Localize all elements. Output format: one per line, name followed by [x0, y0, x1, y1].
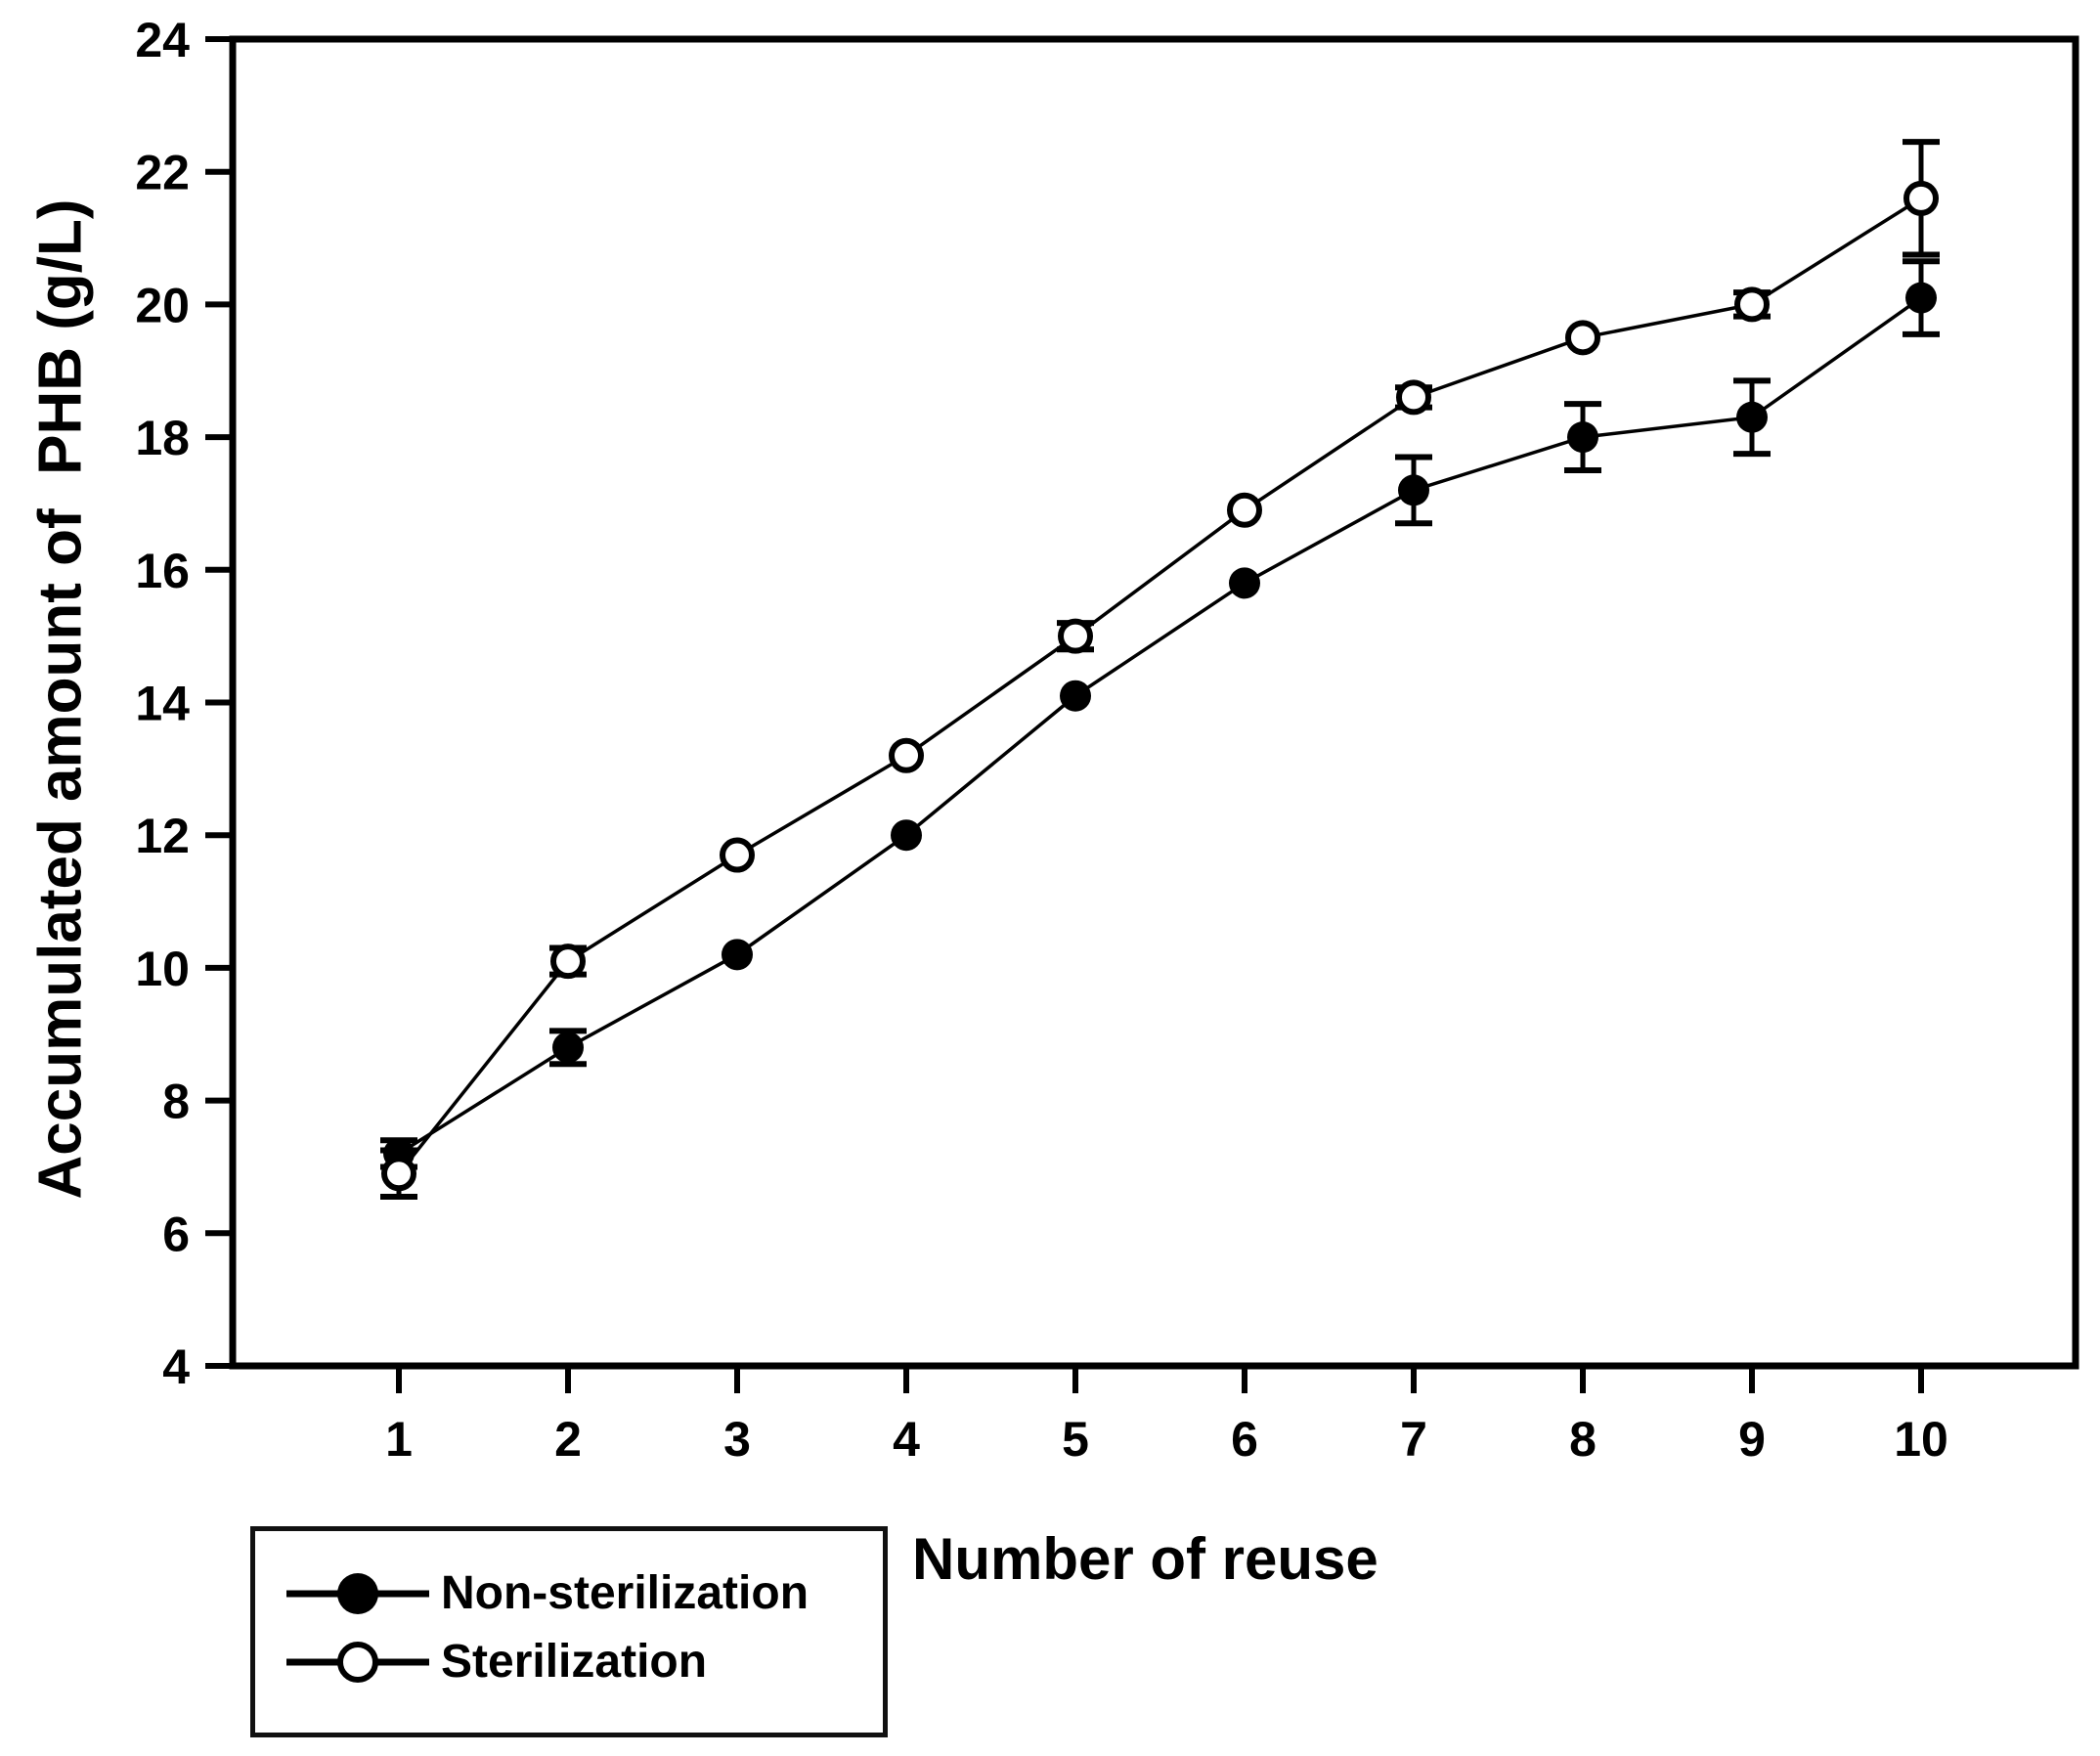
y-tick-label: 6	[162, 1207, 190, 1261]
open-circle-marker-icon	[286, 1642, 429, 1683]
x-tick-label: 3	[723, 1412, 751, 1467]
open-circle-marker	[1227, 492, 1262, 528]
filled-circle-marker	[1398, 474, 1429, 506]
y-tick-label: 14	[135, 677, 190, 731]
x-tick-label: 9	[1738, 1412, 1766, 1467]
filled-circle-marker	[1905, 282, 1937, 314]
open-circle-marker	[1565, 320, 1600, 356]
y-tick-label: 18	[135, 411, 190, 465]
y-tick-label: 24	[135, 13, 190, 67]
legend-label-non-sterilization: Non-sterilization	[441, 1567, 809, 1619]
x-tick-label: 5	[1062, 1412, 1089, 1467]
legend-label-sterilization: Sterilization	[441, 1636, 708, 1688]
filled-circle-marker	[1229, 567, 1260, 599]
filled-circle-marker	[891, 819, 922, 852]
x-tick-label: 2	[554, 1412, 582, 1467]
x-tick-label: 6	[1231, 1412, 1258, 1467]
legend-item-non-sterilization: Non-sterilization	[284, 1570, 809, 1617]
series-line	[398, 296, 1923, 1156]
y-tick-label: 10	[135, 942, 190, 996]
y-axis-title: Accumulated amount of PHB (g/L)	[26, 198, 95, 1200]
x-tick-label: 10	[1894, 1412, 1948, 1467]
open-circle-marker	[1734, 286, 1770, 323]
filled-circle-marker	[1736, 401, 1768, 433]
filled-circle-marker	[552, 1032, 584, 1064]
series-non-sterilization	[380, 258, 1940, 1170]
y-tick-label: 16	[135, 544, 190, 598]
open-circle-marker	[1396, 379, 1431, 416]
y-tick-label: 12	[135, 809, 190, 863]
open-circle-marker	[1903, 180, 1939, 216]
x-axis-ticks: 1 2 3 4 5 6 7 8 9 10	[385, 1366, 1948, 1467]
open-circle-marker	[889, 737, 924, 773]
filled-circle-marker	[1567, 421, 1598, 454]
x-axis-title: Number of reuse	[912, 1526, 1378, 1592]
open-circle-marker	[381, 1156, 416, 1192]
y-tick-label: 22	[135, 146, 190, 200]
plot-frame	[229, 35, 2079, 1370]
legend-item-sterilization: Sterilization	[284, 1639, 707, 1686]
filled-circle-marker	[1060, 680, 1091, 712]
series-sterilization	[380, 139, 1940, 1200]
x-tick-label: 7	[1400, 1412, 1427, 1467]
open-circle-marker	[720, 837, 755, 873]
filled-circle-marker-icon	[286, 1573, 429, 1614]
open-circle-marker	[550, 944, 586, 980]
y-axis-ticks: 4 6 8 10 12 14 16 18 20 22 24	[135, 13, 233, 1394]
series-line	[397, 197, 1922, 1175]
legend-box: Non-sterilization Sterilization	[250, 1526, 888, 1737]
x-tick-label: 8	[1569, 1412, 1597, 1467]
x-tick-label: 4	[893, 1412, 920, 1467]
y-tick-label: 20	[135, 278, 190, 332]
filled-circle-marker	[722, 939, 753, 971]
y-tick-label: 4	[162, 1339, 190, 1394]
y-tick-label: 8	[162, 1075, 190, 1129]
open-circle-marker	[1058, 618, 1093, 654]
x-tick-label: 1	[385, 1412, 413, 1467]
